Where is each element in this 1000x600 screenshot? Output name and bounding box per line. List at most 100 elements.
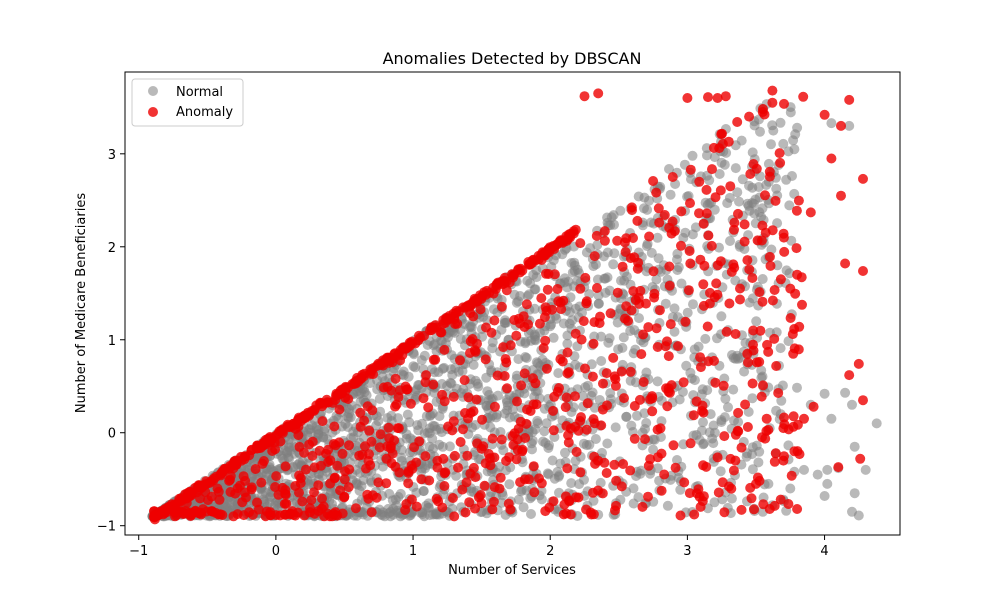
data-point-normal	[756, 365, 767, 376]
data-point-anomaly	[740, 399, 751, 410]
data-point-normal	[424, 510, 435, 521]
data-point-anomaly	[501, 285, 512, 296]
x-axis-label: Number of Services	[448, 563, 576, 578]
data-point-normal	[424, 423, 435, 434]
data-point-anomaly	[323, 457, 334, 467]
data-point-anomaly	[769, 333, 780, 344]
data-point-normal	[487, 343, 498, 354]
data-point-normal	[715, 466, 726, 477]
data-point-anomaly	[455, 437, 466, 447]
data-point-anomaly	[773, 388, 784, 398]
data-point-anomaly	[778, 455, 789, 466]
data-point-anomaly	[489, 401, 500, 412]
data-point-anomaly	[608, 352, 619, 363]
data-point-normal	[388, 509, 399, 520]
data-point-normal	[651, 274, 662, 285]
data-point-normal	[641, 418, 652, 428]
data-point-normal	[582, 380, 593, 391]
data-point-anomaly	[186, 490, 197, 501]
data-point-normal	[844, 120, 855, 131]
data-point-normal	[393, 413, 403, 424]
data-point-normal	[675, 484, 686, 495]
data-point-normal	[374, 393, 385, 404]
data-point-anomaly	[149, 510, 160, 521]
data-point-normal	[522, 291, 533, 301]
data-point-normal	[686, 373, 697, 384]
data-point-anomaly	[251, 443, 262, 454]
data-point-anomaly	[770, 195, 781, 206]
data-point-anomaly	[206, 506, 217, 517]
data-point-normal	[588, 495, 599, 506]
data-point-anomaly	[562, 368, 573, 379]
data-point-normal	[520, 352, 531, 362]
data-point-anomaly	[719, 507, 730, 518]
data-point-normal	[384, 488, 395, 499]
data-point-anomaly	[515, 477, 526, 488]
data-point-normal	[382, 413, 393, 423]
data-point-normal	[517, 484, 527, 495]
data-point-normal	[724, 192, 735, 203]
data-point-normal	[822, 478, 833, 489]
data-point-normal	[596, 356, 607, 366]
data-point-anomaly	[318, 501, 329, 512]
data-point-normal	[781, 174, 792, 185]
data-point-anomaly	[742, 255, 753, 266]
data-point-normal	[789, 144, 800, 155]
data-point-anomaly	[826, 153, 837, 164]
data-point-anomaly	[698, 279, 709, 290]
data-point-anomaly	[621, 233, 632, 244]
data-point-anomaly	[344, 440, 354, 451]
data-point-anomaly	[591, 230, 602, 241]
plot-frame	[124, 71, 901, 536]
data-point-anomaly	[371, 361, 382, 372]
data-point-normal	[775, 117, 786, 128]
data-point-normal	[646, 217, 656, 228]
data-point-normal	[766, 139, 776, 150]
data-point-normal	[434, 439, 445, 450]
data-point-anomaly	[725, 181, 736, 192]
data-point-anomaly	[357, 449, 368, 460]
data-point-anomaly	[303, 407, 313, 418]
data-point-normal	[612, 317, 623, 328]
data-point-anomaly	[743, 357, 753, 368]
data-point-anomaly	[424, 475, 435, 486]
data-point-anomaly	[453, 462, 463, 473]
data-point-anomaly	[552, 386, 563, 397]
data-point-normal	[747, 393, 758, 404]
data-point-anomaly	[676, 206, 687, 217]
data-point-anomaly	[366, 436, 377, 447]
data-point-anomaly	[582, 398, 593, 409]
data-point-normal	[526, 509, 536, 519]
data-point-anomaly	[236, 455, 247, 466]
data-point-anomaly	[799, 413, 809, 424]
data-point-anomaly	[798, 91, 809, 102]
data-point-normal	[753, 182, 764, 192]
data-point-normal	[527, 435, 538, 446]
data-point-anomaly	[634, 298, 645, 309]
data-point-anomaly	[381, 453, 392, 464]
data-point-anomaly	[343, 482, 354, 493]
data-point-anomaly	[664, 261, 675, 272]
data-point-normal	[785, 107, 796, 118]
data-point-anomaly	[728, 465, 739, 476]
data-point-anomaly	[431, 493, 442, 504]
data-point-anomaly	[487, 504, 498, 515]
data-point-anomaly	[748, 339, 758, 350]
data-point-anomaly	[511, 454, 522, 465]
data-point-anomaly	[749, 504, 759, 515]
data-point-normal	[559, 273, 570, 284]
data-point-normal	[615, 205, 626, 216]
x-tick-label: 2	[546, 544, 554, 559]
data-point-anomaly	[712, 93, 723, 103]
data-point-anomaly	[770, 448, 781, 459]
data-point-normal	[610, 422, 621, 433]
data-point-normal	[778, 138, 789, 149]
data-point-normal	[747, 464, 758, 475]
data-point-anomaly	[244, 507, 255, 518]
data-point-normal	[633, 492, 644, 503]
data-point-anomaly	[673, 341, 683, 352]
data-point-anomaly	[501, 455, 512, 466]
data-point-anomaly	[555, 354, 566, 365]
legend-anomaly-label: Anomaly	[176, 105, 233, 120]
